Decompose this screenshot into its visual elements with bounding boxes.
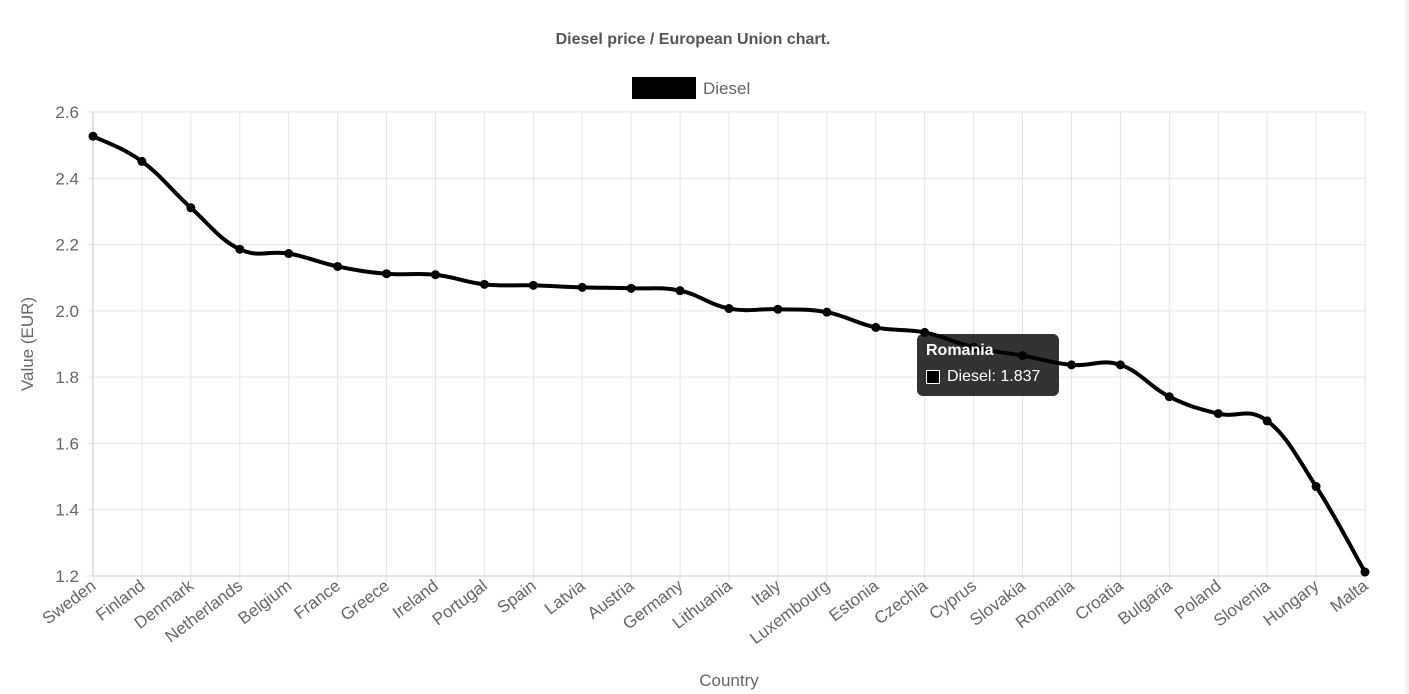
- data-point-ireland[interactable]: [430, 270, 440, 280]
- grid: [87, 111, 1366, 582]
- data-point-netherlands[interactable]: [235, 244, 245, 254]
- x-tick-label: Portugal: [429, 576, 491, 629]
- y-tick-label: 2.2: [55, 236, 79, 255]
- y-tick-label: 2.4: [55, 169, 79, 188]
- x-tick-label: France: [290, 576, 344, 623]
- data-point-lithuania[interactable]: [724, 304, 734, 314]
- y-axis-label: Value (EUR): [18, 297, 37, 391]
- x-tick-label: Czechia: [871, 576, 932, 628]
- x-axis-ticks: SwedenFinlandDenmarkNetherlandsBelgiumFr…: [39, 576, 1372, 648]
- data-point-germany[interactable]: [675, 286, 685, 296]
- x-tick-label: Latvia: [541, 576, 589, 619]
- data-point-hungary[interactable]: [1311, 482, 1321, 492]
- y-tick-label: 1.8: [55, 368, 79, 387]
- x-tick-label: Italy: [748, 576, 785, 610]
- data-point-bulgaria[interactable]: [1164, 392, 1174, 402]
- data-point-finland[interactable]: [137, 156, 147, 166]
- data-point-belgium[interactable]: [284, 249, 294, 259]
- x-tick-label: Belgium: [235, 576, 295, 628]
- data-point-greece[interactable]: [382, 269, 392, 279]
- tooltip-color-swatch: [926, 370, 940, 384]
- y-axis-ticks: 2.6 2.4 2.2 2.0 1.8 1.6 1.4 1.2: [55, 103, 79, 586]
- data-point-spain[interactable]: [528, 280, 538, 290]
- data-point-slovenia[interactable]: [1262, 416, 1272, 426]
- data-point-malta[interactable]: [1360, 567, 1370, 577]
- tooltip-title: Romania: [926, 342, 994, 359]
- x-tick-label: Hungary: [1260, 576, 1323, 630]
- data-point-luxembourg[interactable]: [822, 307, 832, 317]
- data-point-sweden[interactable]: [88, 131, 98, 141]
- data-point-denmark[interactable]: [186, 203, 196, 213]
- y-tick-label: 2.0: [55, 302, 79, 321]
- y-tick-label: 1.2: [55, 567, 79, 586]
- y-tick-label: 2.6: [55, 103, 79, 122]
- x-tick-label: Spain: [494, 576, 540, 617]
- data-point-portugal[interactable]: [479, 279, 489, 289]
- tooltip: Romania Diesel: 1.837: [917, 334, 1059, 396]
- y-tick-label: 1.4: [55, 501, 79, 520]
- data-point-poland[interactable]: [1213, 409, 1223, 419]
- data-point-france[interactable]: [333, 261, 343, 271]
- data-point-italy[interactable]: [773, 304, 783, 314]
- data-point-latvia[interactable]: [577, 282, 587, 292]
- chart-title: Diesel price / European Union chart.: [556, 31, 831, 48]
- x-tick-label: Bulgaria: [1114, 576, 1176, 629]
- data-point-austria[interactable]: [626, 283, 636, 293]
- tooltip-label: Diesel:: [947, 368, 996, 385]
- y-tick-label: 1.6: [55, 434, 79, 453]
- tooltip-value: 1.837: [1000, 368, 1041, 385]
- x-axis-label: Country: [699, 671, 759, 690]
- data-point-estonia[interactable]: [871, 322, 881, 332]
- x-tick-label: Greece: [337, 576, 393, 625]
- legend-label-diesel[interactable]: Diesel: [703, 79, 750, 98]
- tooltip-body: Diesel: 1.837: [947, 368, 1040, 386]
- data-point-croatia[interactable]: [1115, 360, 1125, 370]
- legend-swatch-diesel[interactable]: [632, 77, 696, 99]
- data-point-romania[interactable]: [1066, 360, 1076, 370]
- scrollbar-track[interactable]: [1405, 0, 1409, 694]
- legend[interactable]: Diesel: [632, 77, 750, 99]
